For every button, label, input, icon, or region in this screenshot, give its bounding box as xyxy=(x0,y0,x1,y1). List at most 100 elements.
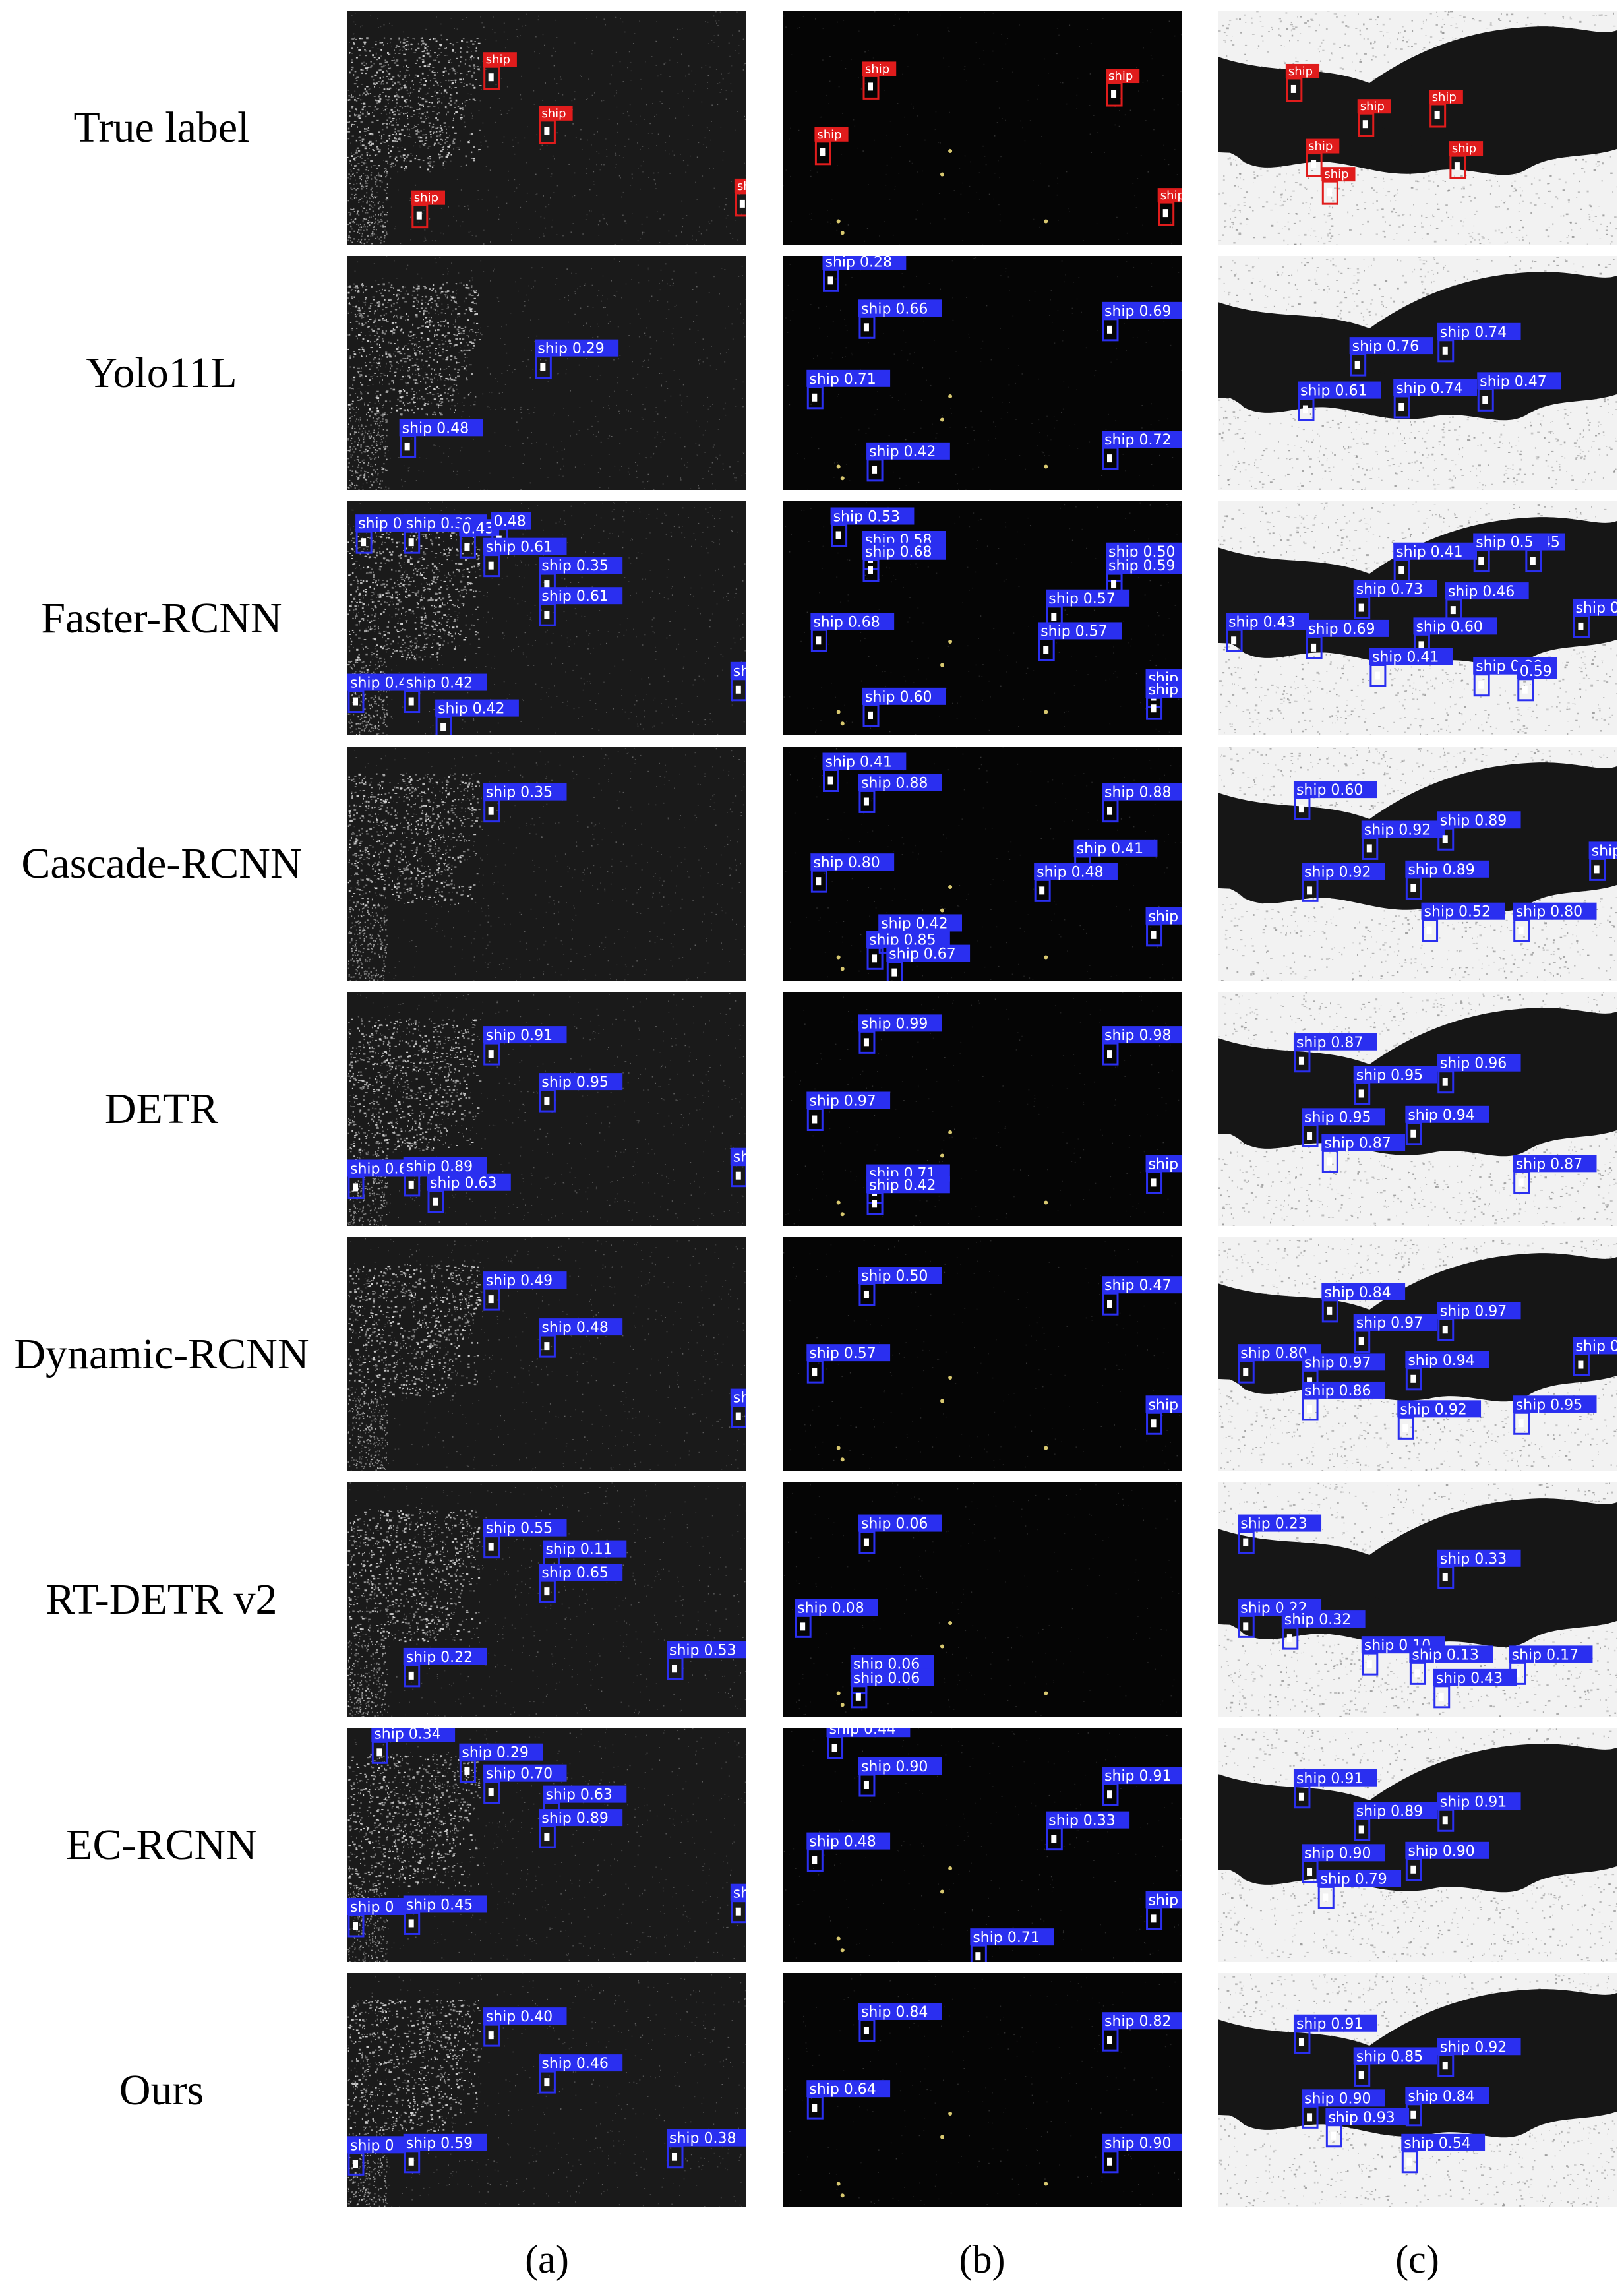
row-label: EC-RCNN xyxy=(0,1823,323,1867)
detection-box: ship 0.89 xyxy=(1405,860,1489,900)
column-label: (a) xyxy=(448,2237,646,2282)
detection-box: ship 0.29 xyxy=(459,1743,543,1783)
sar-image-panel: ship 0.35 xyxy=(347,747,746,981)
detection-label: ship 0.84 xyxy=(861,2004,928,2021)
detection-box: ship 0.46 xyxy=(1445,582,1529,622)
detection-label: ship 0.61 xyxy=(486,539,553,556)
detection-box: ship 0.90 xyxy=(1102,2133,1182,2174)
detection-box: ship 0.84 xyxy=(1321,1283,1406,1323)
ground-truth-box: ship xyxy=(1429,90,1463,128)
detection-label: ship xyxy=(1149,909,1178,925)
detection-box: ship 0.66 xyxy=(858,299,942,339)
detection-label: ship 0.94 xyxy=(1408,1353,1474,1369)
detection-label: ship 0.42 xyxy=(881,915,947,932)
detection-label: ship 0.84 xyxy=(1408,2089,1474,2105)
detection-label: ship 0.33 xyxy=(1440,1551,1507,1568)
detection-box: ship 0.48 xyxy=(1034,863,1118,902)
detection-box: ship 0.47 xyxy=(1477,372,1561,412)
detection-box: ship 0.68 xyxy=(810,613,895,652)
sar-image-panel: ship 0.41 ship 0.88 ship 0.88 ship 0.41 ship… xyxy=(783,747,1182,981)
detection-label: ship 0.80 xyxy=(1516,904,1582,921)
detection-label: ship 0.89 xyxy=(541,1810,608,1827)
sar-image-panel: ship 0.41 ship 0.73 ship 0.46 ship 0.43 ship… xyxy=(1218,501,1617,735)
detection-box: shi xyxy=(730,661,746,702)
detection-box: ship 0.41 xyxy=(822,752,907,792)
detection-label: ship 0.40 xyxy=(486,2009,553,2025)
detection-label: ship 0.69 xyxy=(1104,303,1171,320)
detection-label: ship 0.54 xyxy=(1404,2135,1470,2152)
row-label: True label xyxy=(0,106,323,150)
detection-box: ship 0.49 xyxy=(483,1271,567,1311)
detection-label: ship 0.91 xyxy=(486,1027,553,1044)
detection-label: ship 0.46 xyxy=(1448,584,1515,600)
ground-truth-box: ship xyxy=(862,61,897,100)
detection-box: ship 0.06 xyxy=(858,1514,942,1554)
detection-label: ship 0.89 xyxy=(1408,862,1474,878)
detection-label: ship xyxy=(486,53,510,67)
detection-box: ship 0.92 xyxy=(1437,2038,1521,2077)
detection-label: ship 0.52 xyxy=(1424,904,1491,921)
detection-box: ship 0.5 xyxy=(1473,533,1548,573)
detection-box: ship 0. xyxy=(1588,841,1617,881)
sar-image-panel: ship 0.40 ship 0.46 ship 0 ship 0.59 ship 0.… xyxy=(347,1973,746,2207)
detection-box: ship 0.08 xyxy=(795,1599,878,1638)
detection-box: ship 0.42 xyxy=(435,699,519,735)
detection-box: ship 0.33 xyxy=(1046,1811,1130,1851)
row-label: Cascade-RCNN xyxy=(0,841,323,886)
detection-box: ship 0.43 xyxy=(1226,613,1309,652)
column-label: (b) xyxy=(884,2237,1081,2282)
detection-label: ship 0.66 xyxy=(861,301,928,317)
detection-label: ship xyxy=(1432,90,1457,104)
detection-box: ship 0.9 xyxy=(1573,1337,1617,1376)
detection-label: ship 0.88 xyxy=(1104,785,1171,801)
detection-box: ship 0.5 xyxy=(1573,598,1617,638)
detection-label: shi xyxy=(733,663,746,680)
detection-label: ship 0.71 xyxy=(809,371,876,388)
detection-box: ship 0.93 xyxy=(1325,2108,1410,2148)
detection-label: ship 0.65 xyxy=(541,1565,608,1581)
detection-label: ship xyxy=(1108,69,1133,83)
ground-truth-box: ship xyxy=(1157,188,1182,226)
detection-label: ship 0.41 xyxy=(1077,841,1143,857)
detection-label: ship 0.06 xyxy=(853,1670,920,1687)
detection-label: ship 0.23 xyxy=(1240,1516,1307,1533)
detection-label: ship 0.63 xyxy=(545,1787,612,1804)
detection-label: ship 0.91 xyxy=(1440,1794,1507,1810)
detection-label: ship 0.74 xyxy=(1440,324,1507,341)
detection-box: ship 0.48 xyxy=(539,1318,623,1358)
detection-label: ship 0.95 xyxy=(1356,1067,1423,1084)
detection-label: ship 0.98 xyxy=(1104,1027,1171,1044)
detection-box: ship 0.55 xyxy=(483,1519,567,1559)
detection-box: ship 0.44 xyxy=(826,1728,911,1759)
detection-label: ship 0.82 xyxy=(1104,2013,1171,2030)
detection-box: ship 0.88 xyxy=(858,774,942,813)
sar-image-panel: ship 0.91 ship 0.85 ship 0.92 ship 0.90 ship… xyxy=(1218,1973,1617,2207)
detection-label: ship 0.48 xyxy=(1037,864,1103,880)
detection-label: ship 0.32 xyxy=(1284,1612,1351,1628)
detection-label: ship 0.47 xyxy=(1480,373,1546,390)
sar-image-panel: ship 0.91 ship 0.89 ship 0.91 ship 0.90 ship… xyxy=(1218,1728,1617,1962)
detection-box: sh xyxy=(730,1883,746,1924)
detection-box: ship 0 xyxy=(347,1898,406,1938)
ground-truth-box: ship xyxy=(1357,99,1391,137)
sar-image-panel: ship 0.34 ship 0.29 ship 0.70 ship 0.63 ship… xyxy=(347,1728,746,1962)
detection-box: ship 0.92 xyxy=(1361,820,1445,860)
detection-label: ship xyxy=(1288,65,1313,78)
detection-box: ship 0.29 xyxy=(535,339,619,379)
detection-label: ship 0.97 xyxy=(809,1093,876,1110)
detection-box: ship 0.97 xyxy=(1302,1353,1385,1393)
detection-label: ship 0.41 xyxy=(1372,650,1439,666)
detection-box: ship 0.79 xyxy=(1317,1870,1402,1909)
detection-label: ship 0.57 xyxy=(1040,623,1107,640)
detection-label: ship 0.73 xyxy=(1356,582,1423,598)
detection-label: ship 0.42 xyxy=(406,675,473,692)
detection-label: ship 0.50 xyxy=(861,1268,928,1285)
detection-box: 0.59 xyxy=(1517,661,1557,702)
detection-box: ship 0.89 xyxy=(1437,811,1521,851)
detection-label: ship 0.55 xyxy=(486,1521,553,1537)
detection-box: ship xyxy=(1145,1891,1182,1930)
